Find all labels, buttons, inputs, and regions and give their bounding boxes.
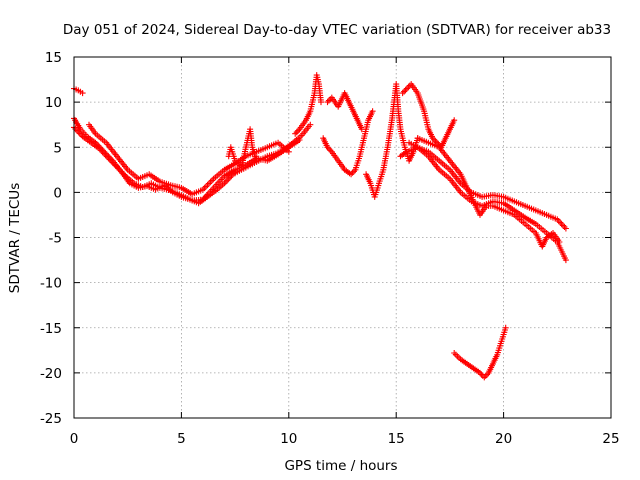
x-axis: 0 5 10 15 20 25 <box>70 57 620 447</box>
series-track-n <box>71 85 86 97</box>
y-axis-label: SDTVAR / TECUs <box>7 183 23 293</box>
y-tick-label: 0 <box>53 185 62 201</box>
x-tick-label: 20 <box>495 431 512 447</box>
series-track-m <box>451 324 509 381</box>
y-tick-label: -20 <box>40 366 62 382</box>
y-axis: -25 -20 -15 -10 -5 0 5 10 15 <box>40 50 611 427</box>
data-series <box>71 72 569 381</box>
x-tick-label: 0 <box>70 431 79 447</box>
series-track-l <box>414 135 563 250</box>
x-tick-label: 25 <box>602 431 619 447</box>
series-track-d <box>225 126 260 171</box>
series-track-h <box>363 81 421 200</box>
chart-title: Day 051 of 2024, Sidereal Day-to-day VTE… <box>63 22 611 38</box>
series-track-g <box>324 90 365 133</box>
y-tick-label: 5 <box>53 140 62 156</box>
y-tick-label: -15 <box>40 321 62 337</box>
x-tick-label: 15 <box>388 431 405 447</box>
series-track-f <box>320 108 376 178</box>
y-tick-label: -5 <box>49 231 62 247</box>
x-tick-label: 10 <box>280 431 297 447</box>
y-tick-label: 10 <box>45 95 62 111</box>
x-axis-label: GPS time / hours <box>284 458 397 474</box>
series-track-e <box>292 72 324 137</box>
y-tick-label: -25 <box>40 411 62 427</box>
y-tick-label: 15 <box>45 50 62 66</box>
grid-lines <box>74 57 611 418</box>
series-track-j <box>397 144 569 232</box>
x-tick-label: 5 <box>177 431 186 447</box>
series-track-i <box>399 81 458 151</box>
y-tick-label: -10 <box>40 276 62 292</box>
